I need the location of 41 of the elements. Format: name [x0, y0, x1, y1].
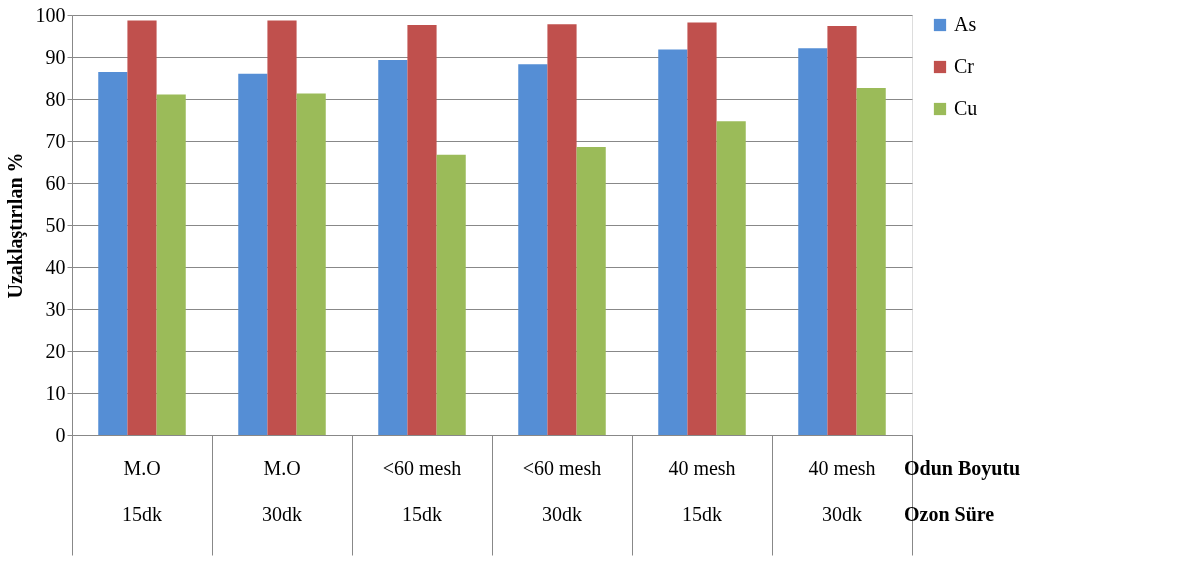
bar: [436, 154, 466, 435]
bar: [827, 25, 857, 435]
bar: [296, 93, 326, 435]
y-tick-label: 90: [45, 45, 66, 68]
y-tick-label: 10: [45, 381, 66, 404]
category-label: M.O 15dk: [122, 457, 162, 525]
category-label: M.O 30dk: [262, 457, 302, 525]
y-tick-label: 100: [35, 3, 66, 26]
bar: [856, 88, 886, 435]
bar: [378, 59, 408, 435]
category-label: 40 mesh 15dk: [668, 457, 736, 525]
y-tick-label: 60: [45, 171, 66, 194]
bar: [547, 24, 577, 435]
y-tick-label: 70: [45, 129, 66, 152]
y-tick-label: 40: [45, 255, 66, 278]
bar: [407, 25, 437, 435]
bar: [576, 146, 606, 435]
y-tick-label: 30: [45, 297, 66, 320]
bar: [156, 94, 186, 435]
bar: [267, 20, 297, 435]
category-label: <60 mesh 30dk: [522, 457, 602, 525]
bar: [716, 121, 746, 435]
bar: [127, 20, 157, 435]
y-tick-label: 0: [55, 423, 66, 446]
y-axis-title: Uzaklaştırılan %: [3, 152, 27, 299]
bar: [658, 49, 688, 435]
legend-label: Cu: [954, 97, 978, 119]
legend-label: Cr: [954, 55, 975, 77]
bar: [518, 64, 548, 435]
legend-label: As: [954, 13, 977, 35]
text: Odun Boyutu: [904, 457, 1021, 480]
y-tick-label: 80: [45, 87, 66, 110]
bar: [238, 73, 268, 435]
text: Ozon Süre: [904, 503, 995, 525]
bar: [98, 72, 128, 435]
y-tick-label: 50: [45, 213, 66, 236]
bar: [687, 22, 717, 435]
y-tick-label: 20: [45, 339, 66, 362]
category-label: 40 mesh 30dk: [808, 457, 876, 525]
bar: [798, 48, 828, 435]
category-label: <60 mesh 15dk: [382, 457, 462, 525]
